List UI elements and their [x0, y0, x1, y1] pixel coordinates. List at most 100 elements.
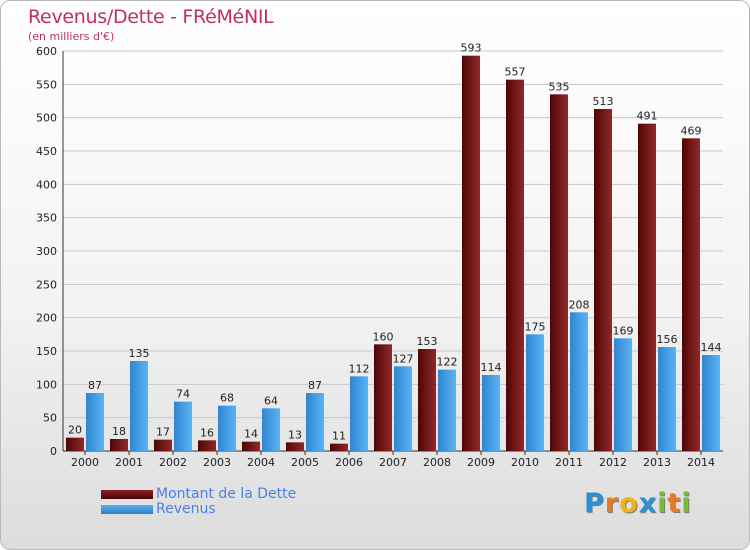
data-label-dette: 18 — [112, 425, 126, 438]
bar-dette — [418, 349, 436, 451]
y-tick-label: 450 — [36, 145, 57, 158]
data-label-dette: 14 — [244, 428, 258, 441]
logo-letter: t — [667, 488, 682, 519]
logo-letter: o — [619, 488, 639, 519]
bar-dette — [330, 443, 348, 451]
bars — [66, 55, 720, 452]
x-tick-label: 2005 — [291, 456, 319, 469]
bar-dette — [682, 138, 700, 452]
y-tick-label: 150 — [36, 345, 57, 358]
x-tick-label: 2002 — [159, 456, 187, 469]
y-tick-label: 600 — [36, 45, 57, 58]
bar-revenus — [658, 347, 676, 451]
y-tick-label: 100 — [36, 378, 57, 391]
bar-dette — [66, 437, 84, 451]
legend-swatch-dette — [101, 490, 153, 499]
y-tick-label: 550 — [36, 78, 57, 91]
x-tick-label: 2013 — [643, 456, 671, 469]
x-tick-label: 2004 — [247, 456, 275, 469]
legend-swatch-revenus — [101, 505, 153, 514]
y-tick-label: 400 — [36, 178, 57, 191]
data-label-dette: 13 — [288, 428, 302, 441]
x-tick-label: 2011 — [555, 456, 583, 469]
axes: 0 50 100 150 200 250 300 350 400 450 500 550 600 2000… — [36, 45, 723, 469]
data-label-dette: 160 — [373, 330, 394, 343]
bar-dette — [286, 442, 304, 451]
y-tick-label: 250 — [36, 278, 57, 291]
data-label-dette: 17 — [156, 426, 170, 439]
proxiti-logo: Proxiti — [584, 488, 692, 519]
bar-dette — [506, 79, 524, 452]
data-label-dette: 593 — [461, 42, 482, 55]
data-label-revenus: 135 — [129, 347, 150, 360]
data-label-dette: 11 — [332, 430, 346, 443]
data-label-revenus: 68 — [220, 392, 234, 405]
logo-letter: r — [604, 488, 620, 519]
bar-revenus — [174, 401, 192, 451]
data-label-revenus: 64 — [264, 394, 278, 407]
bar-dette — [638, 123, 656, 452]
bar-revenus — [570, 312, 588, 451]
x-tick-label: 2010 — [511, 456, 539, 469]
x-tick-label: 2000 — [71, 456, 99, 469]
data-label-dette: 557 — [505, 66, 526, 79]
x-tick-label: 2014 — [687, 456, 715, 469]
bar-dette — [462, 55, 480, 452]
legend-label-dette: Montant de la Dette — [156, 486, 297, 502]
x-tick-label: 2003 — [203, 456, 231, 469]
data-label-revenus: 175 — [525, 320, 546, 333]
data-label-revenus: 208 — [569, 298, 590, 311]
data-label-dette: 535 — [549, 80, 570, 93]
legend-label-revenus: Revenus — [156, 501, 216, 517]
data-label-dette: 20 — [68, 424, 82, 437]
data-label-revenus: 114 — [481, 361, 502, 374]
bar-revenus — [526, 334, 544, 451]
logo-letter: i — [681, 488, 692, 519]
chart-subtitle: (en milliers d'€) — [28, 30, 115, 43]
bar-revenus — [262, 408, 280, 451]
bar-dette — [154, 439, 172, 451]
bar-revenus — [130, 361, 148, 451]
bar-dette — [550, 94, 568, 451]
data-label-revenus: 156 — [657, 333, 678, 346]
data-label-dette: 491 — [637, 110, 658, 123]
x-tick-label: 2012 — [599, 456, 627, 469]
bar-revenus — [614, 338, 632, 451]
data-label-revenus: 127 — [393, 352, 414, 365]
chart-title: Revenus/Dette - FRéMéNIL — [28, 6, 274, 28]
data-label-revenus: 87 — [88, 379, 102, 392]
bar-revenus — [350, 376, 368, 451]
y-tick-label: 500 — [36, 112, 57, 125]
y-tick-label: 200 — [36, 312, 57, 325]
data-label-dette: 513 — [593, 95, 614, 108]
data-label-dette: 16 — [200, 426, 214, 439]
bar-dette — [242, 441, 260, 451]
data-label-revenus: 122 — [437, 356, 458, 369]
bar-dette — [198, 440, 216, 451]
x-tick-label: 2007 — [379, 456, 407, 469]
y-tick-label: 50 — [43, 412, 57, 425]
y-tick-label: 300 — [36, 245, 57, 258]
bar-dette — [374, 344, 392, 451]
x-tick-label: 2009 — [467, 456, 495, 469]
logo-letter: P — [584, 488, 605, 519]
data-label-revenus: 112 — [349, 362, 370, 375]
x-tick-label: 2006 — [335, 456, 363, 469]
logo-letter: i — [657, 488, 668, 519]
data-label-revenus: 169 — [613, 324, 634, 337]
x-tick-label: 2008 — [423, 456, 451, 469]
bar-revenus — [702, 355, 720, 451]
bar-revenus — [394, 366, 412, 451]
y-tick-label: 0 — [50, 445, 57, 458]
bar-revenus — [438, 369, 456, 451]
x-tick-label: 2001 — [115, 456, 143, 469]
data-label-dette: 469 — [681, 124, 702, 137]
logo-letter: x — [638, 488, 658, 519]
data-label-revenus: 87 — [308, 379, 322, 392]
data-label-revenus: 144 — [701, 341, 722, 354]
data-label-revenus: 74 — [176, 388, 190, 401]
data-label-dette: 153 — [417, 335, 438, 348]
